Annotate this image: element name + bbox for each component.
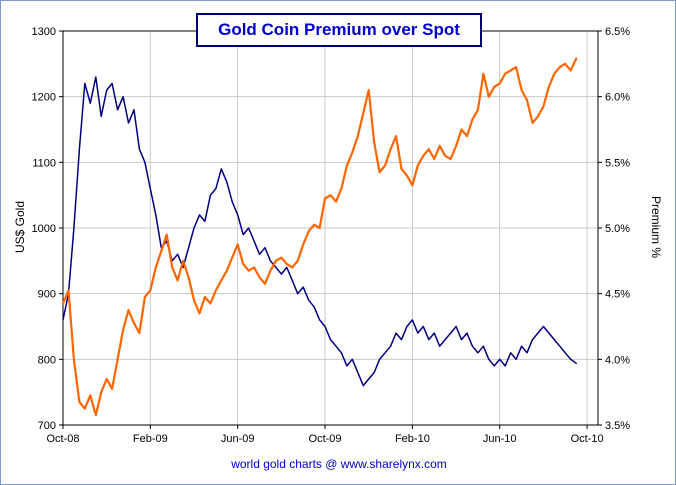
right-axis-tick-label: 6.0% bbox=[605, 92, 630, 104]
x-tick-label: Oct-09 bbox=[309, 433, 342, 445]
right-axis-tick-label: 5.0% bbox=[605, 223, 630, 235]
left-axis-title: US$ Gold bbox=[13, 200, 27, 254]
x-tick-label: Feb-10 bbox=[395, 433, 430, 445]
x-tick-label: Jun-09 bbox=[221, 433, 255, 445]
left-axis-tick-label: 1300 bbox=[32, 26, 56, 38]
right-axis-tick-label: 6.5% bbox=[605, 26, 630, 38]
coin-premium-line bbox=[62, 76, 577, 387]
chart-title-row: Gold Coin Premium over Spot bbox=[1, 13, 675, 47]
left-axis-tick-label: 900 bbox=[38, 289, 56, 301]
right-axis-title: Premium % bbox=[649, 195, 663, 258]
right-axis-tick-label: 4.5% bbox=[605, 289, 630, 301]
left-axis-tick-label: 1000 bbox=[32, 223, 56, 235]
chart-title: Gold Coin Premium over Spot bbox=[196, 13, 482, 47]
left-axis-tick-label: 800 bbox=[38, 354, 56, 366]
x-tick-label: Feb-09 bbox=[133, 433, 168, 445]
x-tick-label: Jun-10 bbox=[483, 433, 517, 445]
right-axis-tick-label: 4.0% bbox=[605, 354, 630, 366]
right-axis-tick-label: 5.5% bbox=[605, 157, 630, 169]
x-tick-label: Oct-10 bbox=[571, 433, 604, 445]
x-tick-label: Oct-08 bbox=[46, 433, 79, 445]
left-axis-tick-label: 1100 bbox=[32, 157, 56, 169]
left-axis-tick-label: 700 bbox=[38, 420, 56, 432]
chart-caption: world gold charts @ www.sharelynx.com bbox=[231, 457, 447, 471]
gold-price-line bbox=[61, 57, 578, 417]
right-axis-tick-label: 3.5% bbox=[605, 420, 630, 432]
left-axis-tick-label: 1200 bbox=[32, 92, 56, 104]
